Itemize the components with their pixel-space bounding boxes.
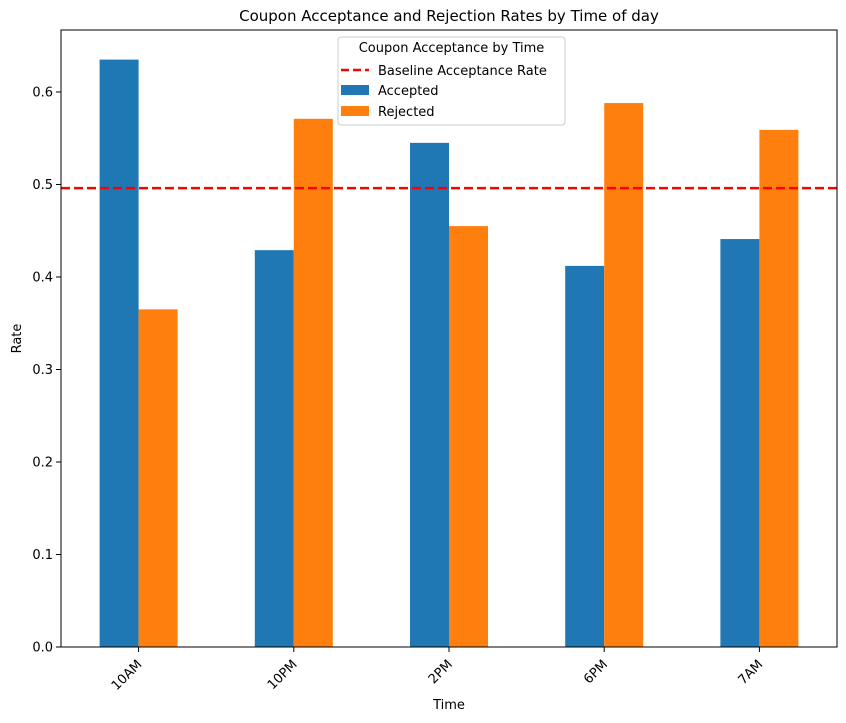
- y-tick-label: 0.3: [32, 363, 53, 378]
- x-axis: 10AM 10PM 2PM 6PM 7AM: [109, 647, 766, 694]
- y-tick-label: 0.1: [32, 548, 53, 563]
- x-tick-label: 10PM: [265, 657, 301, 693]
- legend-rejected-label: Rejected: [378, 105, 435, 120]
- bar-rejected-10am: [138, 309, 178, 647]
- plot-area: 0.0 0.1 0.2 0.3 0.4 0.5 0.6 10AM 10PM 2PM 6PM 7AM: [32, 29, 838, 694]
- legend-rejected-swatch: [341, 106, 369, 116]
- legend-accepted-swatch: [341, 85, 369, 95]
- bar-rejected-6pm: [604, 103, 644, 648]
- y-tick-label: 0.2: [32, 455, 53, 470]
- legend-box: [337, 36, 566, 126]
- x-tick-label: 7AM: [736, 657, 767, 688]
- x-tick-label: 2PM: [426, 657, 456, 687]
- bar-accepted-7am: [720, 239, 760, 647]
- bar-accepted-2pm: [410, 142, 449, 648]
- legend-title: Coupon Acceptance by Time: [359, 41, 545, 56]
- y-tick-label: 0.5: [32, 178, 53, 193]
- bar-rejected-2pm: [449, 226, 488, 647]
- bar-rejected-7am: [759, 129, 799, 647]
- y-tick-label: 0.6: [32, 85, 53, 100]
- legend-accepted-label: Accepted: [378, 84, 439, 99]
- legend: Coupon Acceptance by Time Baseline Accep…: [337, 36, 566, 126]
- bar-accepted-10pm: [254, 250, 294, 647]
- x-tick-label: 10AM: [109, 657, 146, 694]
- bar-rejected-10pm: [293, 118, 333, 648]
- y-axis: 0.0 0.1 0.2 0.3 0.4 0.5 0.6: [32, 85, 61, 656]
- bar-accepted-6pm: [565, 265, 605, 647]
- x-axis-label: Time: [432, 698, 465, 713]
- chart-title: Coupon Acceptance and Rejection Rates by…: [239, 7, 659, 25]
- bars: [99, 59, 799, 648]
- y-axis-label: Rate: [10, 324, 25, 354]
- bar-accepted-10am: [99, 59, 139, 648]
- x-tick-label: 6PM: [581, 657, 611, 687]
- legend-baseline-label: Baseline Acceptance Rate: [378, 64, 547, 79]
- y-tick-label: 0.0: [32, 641, 53, 656]
- y-tick-label: 0.4: [32, 270, 53, 285]
